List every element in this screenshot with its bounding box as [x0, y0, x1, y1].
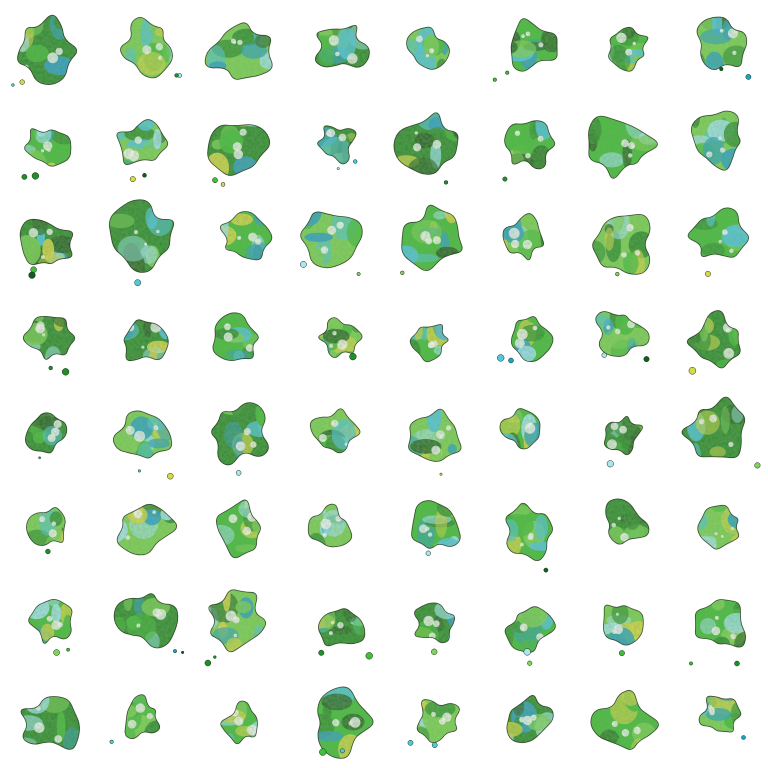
blob-sample: [22, 316, 76, 376]
blob-sample: [11, 14, 78, 87]
blob-sample: [120, 16, 182, 79]
blob-sample: [109, 694, 161, 744]
blob-sample: [595, 311, 650, 363]
blob-sample: [492, 18, 558, 82]
blob-sample: [300, 211, 363, 276]
blob-sample: [204, 22, 273, 80]
blob-sample: [212, 312, 259, 362]
blob-sample: [497, 316, 554, 364]
blob-sample: [204, 589, 266, 667]
blob-sample: [207, 124, 271, 187]
blob-sample: [113, 593, 185, 654]
blob-sample: [689, 599, 746, 667]
blob-sample: [408, 408, 462, 476]
blob-sample: [506, 695, 554, 744]
blob-sample: [108, 199, 175, 287]
blob-sample: [393, 112, 459, 185]
blob-sample: [697, 504, 740, 550]
blob-sample: [112, 410, 174, 480]
blob-sample: [502, 213, 545, 261]
blob-sample: [504, 606, 556, 666]
blob-sample: [116, 503, 178, 556]
blob-sample: [499, 408, 541, 450]
blob-sample: [20, 696, 80, 750]
blob-sample: [411, 500, 461, 556]
blob-sample: [28, 598, 73, 656]
blob-sample: [318, 608, 373, 660]
blob-sample: [116, 119, 169, 183]
blob-sample: [26, 507, 66, 555]
blob-sample: [502, 120, 556, 182]
blob-sample: [681, 396, 761, 469]
blob-sample: [603, 415, 643, 468]
blob-sample: [21, 128, 72, 180]
blob-sample: [414, 602, 456, 655]
blob-sample: [592, 213, 651, 277]
blob-sample: [317, 125, 358, 171]
blob-sample: [588, 115, 658, 179]
blob-sample: [409, 324, 449, 363]
blob-sample: [219, 211, 273, 261]
blob-sample: [314, 25, 370, 68]
blob-sample: [309, 408, 361, 454]
blob-sample: [19, 218, 74, 279]
blob-sample: [687, 207, 749, 277]
blob-sample: [220, 700, 258, 745]
blob-sample: [123, 319, 169, 362]
blob-sample: [686, 310, 741, 375]
blob-sample: [211, 402, 269, 476]
blob-sample: [608, 26, 649, 72]
blob-sample: [690, 110, 741, 171]
blob-sample: [698, 695, 746, 740]
blob-sample: [696, 16, 752, 80]
blob-sample: [317, 686, 374, 759]
blob-sample: [24, 412, 68, 460]
blob-sample: [602, 604, 644, 657]
blob-sample: [605, 498, 650, 545]
blob-sample: [505, 502, 553, 573]
blob-sample: [215, 499, 261, 559]
blob-sample: [318, 317, 363, 361]
blob-sample: [406, 26, 450, 70]
blob-sample: [407, 699, 460, 748]
blob-sample: [400, 204, 463, 275]
blob-sample: [307, 503, 353, 548]
blob-sample: [590, 690, 659, 750]
